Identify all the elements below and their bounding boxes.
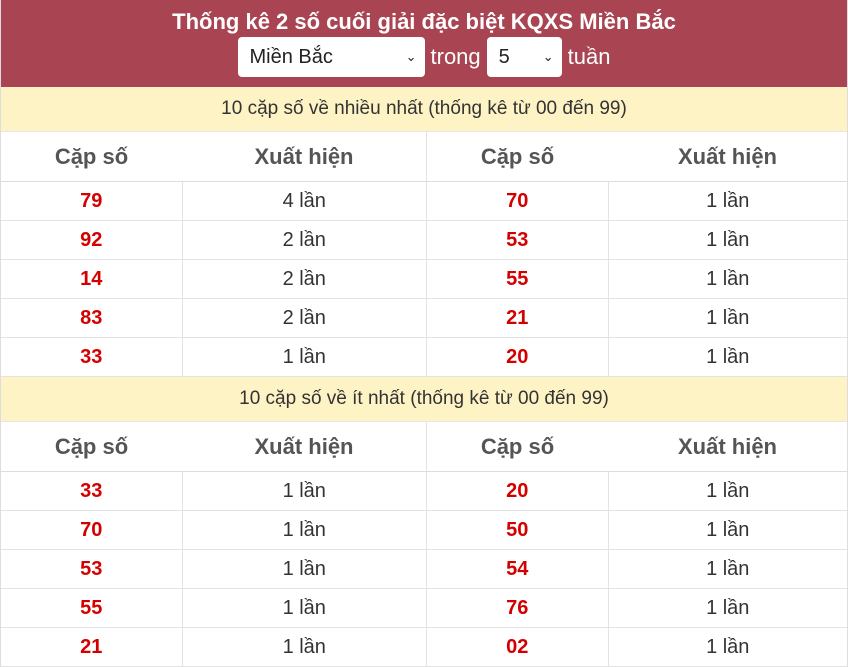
number-pair-cell: 33 xyxy=(1,337,183,377)
region-select[interactable]: Miền Bắc ⌄ xyxy=(237,37,425,77)
count-cell: 1 lần xyxy=(182,627,427,667)
table-row: 21 1 lần 02 1 lần xyxy=(1,627,847,667)
number-pair-cell: 92 xyxy=(1,220,183,260)
count-cell: 1 lần xyxy=(608,220,847,260)
table-row: 33 1 lần 20 1 lần xyxy=(1,471,847,511)
number-pair-cell: 53 xyxy=(1,549,183,589)
count-cell: 1 lần xyxy=(608,181,847,221)
table-row: 14 2 lần 55 1 lần xyxy=(1,259,847,299)
chevron-down-icon: ⌄ xyxy=(542,49,554,64)
count-cell: 1 lần xyxy=(608,471,847,511)
count-cell: 1 lần xyxy=(182,337,427,377)
number-pair-cell: 55 xyxy=(1,588,183,628)
chevron-down-icon: ⌄ xyxy=(405,49,417,64)
count-cell: 2 lần xyxy=(182,298,427,338)
table-row: 33 1 lần 20 1 lần xyxy=(1,337,847,377)
count-cell: 1 lần xyxy=(608,588,847,628)
count-cell: 1 lần xyxy=(608,510,847,550)
number-pair-cell: 55 xyxy=(426,259,609,299)
col-header: Cặp số xyxy=(1,422,182,472)
table-row: 79 4 lần 70 1 lần xyxy=(1,181,847,221)
col-header: Xuất hiện xyxy=(608,132,847,182)
col-header: Xuất hiện xyxy=(182,132,427,182)
count-cell: 1 lần xyxy=(608,337,847,377)
number-pair-cell: 21 xyxy=(426,298,609,338)
table-row: 53 1 lần 54 1 lần xyxy=(1,549,847,589)
table-row: 92 2 lần 53 1 lần xyxy=(1,220,847,260)
number-pair-cell: 83 xyxy=(1,298,183,338)
number-pair-cell: 53 xyxy=(426,220,609,260)
count-cell: 2 lần xyxy=(182,259,427,299)
count-cell: 1 lần xyxy=(182,471,427,511)
number-pair-cell: 76 xyxy=(426,588,609,628)
number-pair-cell: 20 xyxy=(426,471,609,511)
header: Thống kê 2 số cuối giải đặc biệt KQXS Mi… xyxy=(1,0,847,87)
number-pair-cell: 79 xyxy=(1,181,183,221)
most-table: Cặp số Xuất hiện Cặp số Xuất hiện 79 4 lầ… xyxy=(1,132,847,377)
least-section-title: 10 cặp số về ít nhất (thống kê từ 00 đến… xyxy=(1,377,847,422)
col-header: Cặp số xyxy=(426,132,608,182)
number-pair-cell: 70 xyxy=(1,510,183,550)
weeks-select[interactable]: 5 ⌄ xyxy=(486,37,562,77)
count-cell: 1 lần xyxy=(608,259,847,299)
count-cell: 1 lần xyxy=(608,627,847,667)
number-pair-cell: 02 xyxy=(426,627,609,667)
page-title: Thống kê 2 số cuối giải đặc biệt KQXS Mi… xyxy=(172,9,676,34)
count-cell: 4 lần xyxy=(182,181,427,221)
count-cell: 1 lần xyxy=(182,510,427,550)
table-row: 83 2 lần 21 1 lần xyxy=(1,298,847,338)
region-select-value: Miền Bắc xyxy=(249,45,333,68)
count-cell: 1 lần xyxy=(182,549,427,589)
col-header: Cặp số xyxy=(1,132,182,182)
most-section-title: 10 cặp số về nhiều nhất (thống kê từ 00 … xyxy=(1,87,847,132)
col-header: Xuất hiện xyxy=(182,422,427,472)
count-cell: 2 lần xyxy=(182,220,427,260)
trong-label: trong xyxy=(430,44,481,69)
weeks-select-value: 5 xyxy=(498,45,510,68)
col-header: Cặp số xyxy=(426,422,608,472)
col-header: Xuất hiện xyxy=(608,422,847,472)
tuan-label: tuần xyxy=(567,44,611,69)
number-pair-cell: 14 xyxy=(1,259,183,299)
count-cell: 1 lần xyxy=(182,588,427,628)
table-row: 55 1 lần 76 1 lần xyxy=(1,588,847,628)
number-pair-cell: 33 xyxy=(1,471,183,511)
number-pair-cell: 70 xyxy=(426,181,609,221)
table-row: 70 1 lần 50 1 lần xyxy=(1,510,847,550)
least-table: Cặp số Xuất hiện Cặp số Xuất hiện 33 1 lầ… xyxy=(1,422,847,667)
count-cell: 1 lần xyxy=(608,549,847,589)
number-pair-cell: 54 xyxy=(426,549,609,589)
number-pair-cell: 21 xyxy=(1,627,183,667)
number-pair-cell: 50 xyxy=(426,510,609,550)
number-pair-cell: 20 xyxy=(426,337,609,377)
count-cell: 1 lần xyxy=(608,298,847,338)
